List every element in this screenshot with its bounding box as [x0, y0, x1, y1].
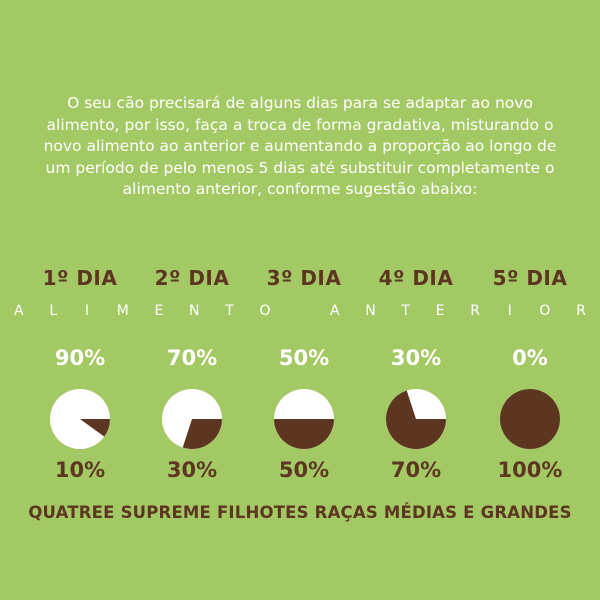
old-percent-1: 90%: [54, 346, 106, 370]
banner-letter: O: [259, 303, 271, 319]
banner-letter: R: [470, 303, 480, 319]
new-percent-5: 100%: [497, 458, 563, 482]
new-percent-4: 70%: [390, 458, 442, 482]
new-food-full-5: [500, 389, 560, 449]
banner-letter: E: [154, 303, 164, 319]
banner-letter: N: [365, 303, 376, 319]
new-food-slice-1: [80, 419, 110, 437]
banner-letter: T: [401, 303, 410, 319]
intro-paragraph: O seu cão precisará de alguns dias para …: [43, 94, 557, 198]
day-label-3: 3º DIA: [266, 266, 342, 290]
day-label-4: 4º DIA: [378, 266, 454, 290]
banner-letter: T: [225, 303, 234, 319]
old-percent-2: 70%: [166, 346, 218, 370]
banner-letter: M: [116, 303, 129, 319]
old-percent-3: 50%: [278, 346, 330, 370]
mix-pie-4: [386, 389, 446, 449]
mix-pie-3: [274, 389, 334, 449]
new-food-slice-3: [274, 419, 334, 449]
day-labels-row: 1º DIA 2º DIA 3º DIA 4º DIA 5º DIA: [0, 266, 600, 296]
banner-letter: E: [435, 303, 445, 319]
banner-letter: R: [576, 303, 586, 319]
old-percent-4: 30%: [390, 346, 442, 370]
mix-pie-1: [50, 389, 110, 449]
product-name-footer: QUATREE SUPREME FILHOTES RAÇAS MÉDIAS E …: [28, 503, 572, 522]
new-percent-3: 50%: [278, 458, 330, 482]
banner-letter: N: [189, 303, 200, 319]
mix-pie-2: [162, 389, 222, 449]
banner-letter: [296, 303, 304, 323]
banner-letter: A: [329, 303, 340, 319]
banner-letter: I: [507, 303, 512, 319]
new-food-slice-4: [386, 390, 446, 449]
banner-letter: O: [539, 303, 551, 319]
day-label-5: 5º DIA: [492, 266, 568, 290]
banner-letter: I: [84, 303, 90, 319]
new-food-slice-2: [182, 419, 222, 449]
day-label-1: 1º DIA: [42, 266, 118, 290]
new-percent-1: 10%: [54, 458, 106, 482]
day-label-2: 2º DIA: [154, 266, 230, 290]
mix-pie-5: [500, 389, 560, 449]
old-percent-5: 0%: [512, 346, 548, 370]
banner-letter: L: [49, 303, 58, 319]
new-percent-2: 30%: [166, 458, 218, 482]
banner-letter: A: [14, 303, 24, 319]
